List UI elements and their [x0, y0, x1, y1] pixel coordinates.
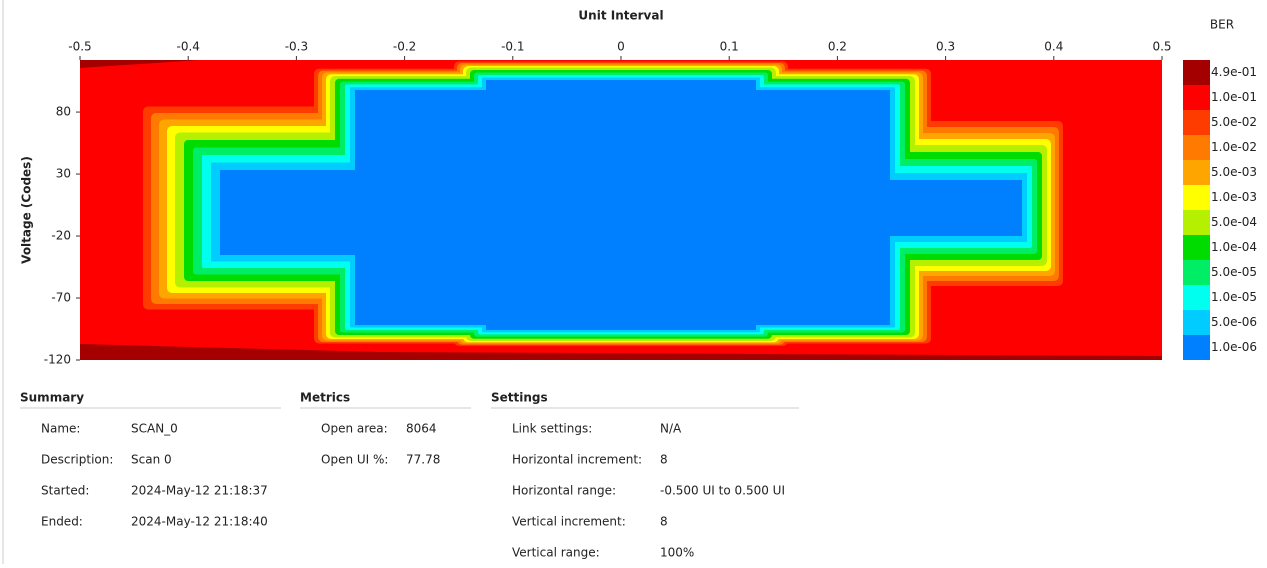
- field-value: SCAN_0: [131, 422, 178, 436]
- field-label: Open UI %:: [321, 453, 388, 467]
- field-label: Ended:: [41, 515, 83, 529]
- x-tick-label: 0.4: [1044, 40, 1063, 54]
- colorbar-label: 1.0e-05: [1211, 290, 1257, 304]
- x-axis-label: Unit Interval: [578, 9, 663, 23]
- colorbar-label: 1.0e-03: [1211, 190, 1257, 204]
- x-tick-label: 0.5: [1152, 40, 1171, 54]
- colorbar-swatch: [1183, 110, 1210, 135]
- x-tick-label: 0.3: [936, 40, 955, 54]
- y-axis-label: Voltage (Codes): [20, 156, 34, 264]
- x-tick-label: -0.4: [176, 40, 199, 54]
- colorbar-swatch: [1183, 285, 1210, 310]
- x-tick-label: 0.1: [720, 40, 739, 54]
- colorbar-swatch: [1183, 210, 1210, 235]
- contour-region: [80, 344, 1162, 360]
- x-tick-label: -0.2: [393, 40, 416, 54]
- colorbar-swatch: [1183, 60, 1210, 85]
- field-value: 2024-May-12 21:18:37: [131, 484, 268, 498]
- colorbar-label: 1.0e-06: [1211, 340, 1257, 354]
- x-tick-label: -0.5: [68, 40, 91, 54]
- colorbar-swatch: [1183, 335, 1210, 360]
- x-tick-label: -0.1: [501, 40, 524, 54]
- colorbar-swatch: [1183, 235, 1210, 260]
- field-value: 8: [660, 453, 668, 467]
- panel-title: Summary: [20, 391, 84, 405]
- field-value: 100%: [660, 546, 694, 560]
- y-tick-label: -20: [51, 229, 71, 243]
- colorbar-label: 4.9e-01: [1211, 65, 1257, 79]
- y-tick-label: 30: [56, 167, 71, 181]
- field-value: 8: [660, 515, 668, 529]
- colorbar-swatch: [1183, 85, 1210, 110]
- field-label: Started:: [41, 484, 89, 498]
- y-tick-label: -120: [44, 353, 71, 367]
- field-value: 2024-May-12 21:18:40: [131, 515, 268, 529]
- colorbar-label: 5.0e-02: [1211, 115, 1257, 129]
- colorbar-swatch: [1183, 160, 1210, 185]
- colorbar-label: 5.0e-04: [1211, 215, 1257, 229]
- field-label: Description:: [41, 453, 113, 467]
- colorbar-swatch: [1183, 185, 1210, 210]
- field-label: Vertical range:: [512, 546, 600, 560]
- field-label: Horizontal range:: [512, 484, 616, 498]
- x-tick-label: 0.2: [828, 40, 847, 54]
- field-value: N/A: [660, 422, 682, 436]
- panel-title: Metrics: [300, 391, 350, 405]
- colorbar-label: 1.0e-02: [1211, 140, 1257, 154]
- field-label: Horizontal increment:: [512, 453, 642, 467]
- colorbar-swatch: [1183, 310, 1210, 335]
- x-tick-label: -0.3: [285, 40, 308, 54]
- panel-title: Settings: [491, 391, 548, 405]
- colorbar-label: 1.0e-01: [1211, 90, 1257, 104]
- field-value: 77.78: [406, 453, 440, 467]
- colorbar-label: 5.0e-05: [1211, 265, 1257, 279]
- y-tick-label: -70: [51, 291, 71, 305]
- colorbar-label: 1.0e-04: [1211, 240, 1257, 254]
- colorbar-title: BER: [1210, 18, 1234, 32]
- field-label: Open area:: [321, 422, 388, 436]
- plot-area: [80, 60, 1162, 360]
- colorbar-label: 5.0e-03: [1211, 165, 1257, 179]
- field-label: Name:: [41, 422, 80, 436]
- contour-region: [220, 80, 1022, 330]
- field-value: Scan 0: [131, 453, 172, 467]
- y-tick-label: 80: [56, 105, 71, 119]
- field-label: Vertical increment:: [512, 515, 626, 529]
- field-value: -0.500 UI to 0.500 UI: [660, 484, 785, 498]
- contour-region: [80, 60, 200, 68]
- field-label: Link settings:: [512, 422, 592, 436]
- field-value: 8064: [406, 422, 437, 436]
- colorbar-label: 5.0e-06: [1211, 315, 1257, 329]
- x-tick-label: 0: [617, 40, 625, 54]
- colorbar-swatch: [1183, 260, 1210, 285]
- colorbar-swatch: [1183, 135, 1210, 160]
